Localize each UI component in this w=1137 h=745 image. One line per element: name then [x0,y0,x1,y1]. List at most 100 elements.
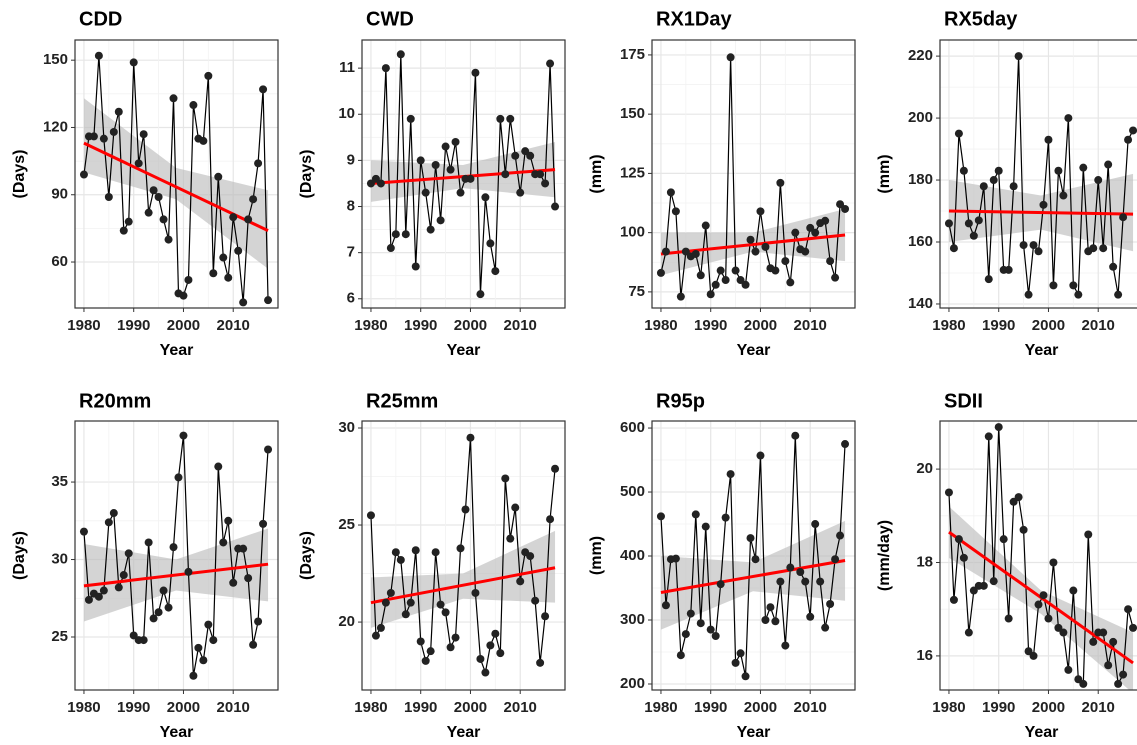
data-point [79,527,88,536]
data-point [199,136,208,145]
data-point [89,132,98,141]
panel-border [361,39,566,309]
panel-title: R25mm [366,390,438,412]
data-point [721,276,730,285]
data-point [806,612,815,621]
data-point [129,58,138,67]
x-tick-label: 1980 [67,317,100,334]
trend-line [83,562,269,588]
data-point [259,85,268,94]
panel-title: RX5day [944,8,1018,30]
data-point [666,188,675,197]
data-point [671,207,680,216]
data-point [239,544,248,553]
data-point [1104,160,1113,169]
x-tick-label: 2010 [794,317,827,334]
data-point [1129,623,1137,632]
data-point [456,188,465,197]
confidence-band [370,141,556,202]
panel-border [74,420,279,691]
data-point [1129,126,1137,135]
panel-border [651,39,856,309]
y-tick-label: 120 [43,118,68,135]
data-point [954,535,963,544]
x-tick-label: 1980 [644,699,677,716]
data-point [94,592,103,601]
data-point [264,445,273,454]
y-tick-label: 500 [620,483,645,500]
panel-title: R20mm [79,390,151,412]
data-point [204,620,213,629]
data-point [144,538,153,547]
data-point [199,656,208,665]
data-point [949,595,958,604]
data-point [506,114,515,123]
x-tick-label: 1990 [404,317,437,334]
data-point [441,142,450,151]
y-axis-title: (Days) [11,150,28,199]
data-point [119,571,128,580]
x-tick-label: 1980 [644,317,677,334]
data-point [391,230,400,239]
x-tick-label: 1980 [67,699,100,716]
data-point [761,242,770,251]
data-point [1059,628,1068,637]
series-line [83,435,269,676]
data-point [701,522,710,531]
trend-line [660,559,846,594]
trend-line [370,566,556,605]
data-point [826,600,835,609]
y-tick-label: 400 [620,547,645,564]
y-axis-title: (mm/day) [876,520,893,591]
data-point [1079,163,1088,172]
data-point [746,235,755,244]
data-point [1004,614,1013,623]
data-point [954,129,963,138]
panel-border [939,420,1137,691]
data-point [104,192,113,201]
data-point [159,586,168,595]
x-axis-title: Year [737,724,771,741]
data-point [741,672,750,681]
data-point [229,578,238,587]
data-point [1049,558,1058,567]
data-point [491,267,500,276]
data-point [511,151,520,160]
data-point [781,641,790,650]
data-point [994,166,1003,175]
data-point [964,219,973,228]
data-point [531,596,540,605]
x-axis-title: Year [160,724,194,741]
data-point [1079,679,1088,688]
plot-area [940,40,1137,308]
data-point [1009,182,1018,191]
data-point [686,609,695,618]
y-tick-label: 20 [338,613,355,630]
data-point [451,137,460,146]
data-point [1044,614,1053,623]
data-point [676,651,685,660]
data-point [716,266,725,275]
data-point [476,290,485,299]
trend-line [660,233,846,256]
y-tick-label: 11 [339,59,355,76]
data-point [526,151,535,160]
plot-area [75,421,278,690]
plot-area [940,421,1137,690]
data-point [1064,665,1073,674]
plot-area [362,421,565,690]
data-point [421,656,430,665]
data-point [109,509,118,518]
data-point [94,51,103,60]
panel-title: SDII [944,390,983,412]
data-point [969,231,978,240]
data-point [169,543,178,552]
data-point [1064,114,1073,123]
y-tick-label: 60 [51,253,68,270]
data-point [1004,265,1013,274]
data-point [546,515,555,524]
data-point [169,94,178,103]
data-point [1014,493,1023,502]
y-tick-label: 16 [916,647,933,664]
data-point [466,174,475,183]
